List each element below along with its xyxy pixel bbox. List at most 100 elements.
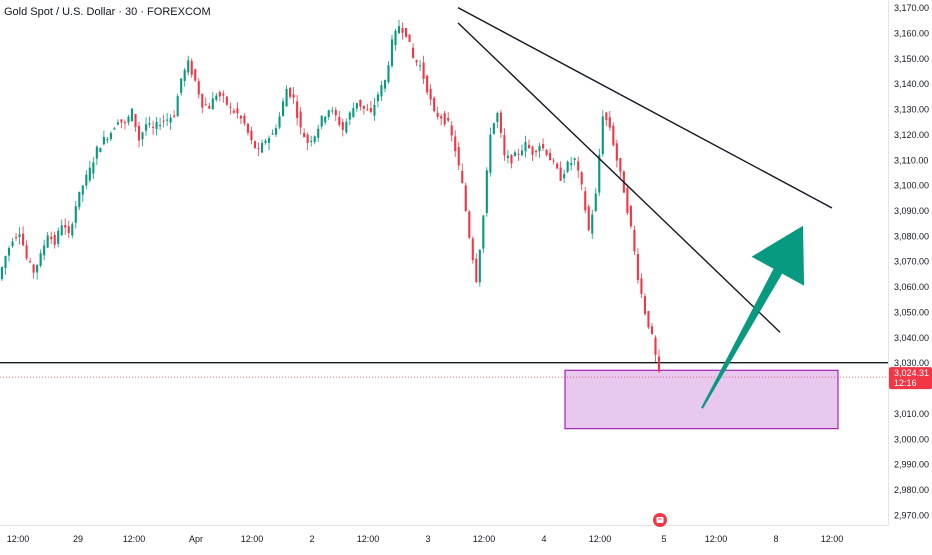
time-tick-label: 3 [425,534,430,544]
candle-body [313,136,316,142]
candle-body [260,143,264,153]
price-tick-label: 2,990.00 [894,460,929,470]
candle-body [503,135,506,156]
candle-body [7,247,11,256]
candle-body [99,148,102,153]
candle-body [468,211,471,238]
candle-body [412,47,415,58]
candle-body [130,108,134,122]
candle-body [598,154,601,193]
candle-body [296,101,299,118]
candle-body [271,133,274,135]
candle-body [450,125,453,136]
candle-body [60,225,63,236]
candle-body [14,237,18,239]
candle-body [369,108,372,112]
candle-body [116,122,119,125]
candle-body [496,112,499,122]
candle-body [239,115,242,119]
candle-body [619,158,622,172]
candle-body [499,112,502,133]
candle-body [278,116,281,128]
candle-body [650,326,654,334]
price-tick-label: 2,970.00 [894,510,929,520]
candle-body [36,264,39,273]
projection-arrow [701,225,805,409]
candle-body [85,174,88,186]
candle-body [190,60,193,75]
time-tick-label: 2 [309,534,314,544]
candle-body [29,261,32,263]
candle-body [324,116,327,123]
time-tick-label: 12:00 [589,534,612,544]
candle-body [559,167,562,181]
time-tick-label: Apr [189,534,203,544]
candle-body [345,121,348,133]
candle-body [566,161,569,172]
candle-body [376,94,379,102]
candle-body [274,128,278,135]
candle-body [92,162,95,174]
candle-body [433,97,436,112]
candle-body [524,141,527,152]
candle-body [64,224,67,228]
candle-body [640,278,643,294]
candle-body [144,124,148,131]
candle-body [570,162,573,165]
candle-body [25,245,28,259]
time-tick-label: 12:00 [123,534,146,544]
candle-body [436,112,439,117]
candle-body [471,238,474,260]
time-tick-label: 29 [73,534,83,544]
candle-body [549,152,552,161]
candle-body [46,235,49,248]
candle-body [243,115,246,124]
price-tick-label: 3,150.00 [894,54,929,64]
candle-body [78,191,81,208]
candle-body [141,132,144,140]
candle-body [282,101,285,117]
price-tick-label: 3,010.00 [894,409,929,419]
trendline-1 [457,6,833,209]
candle-body [527,144,531,149]
candle-body [123,122,127,124]
candle-body [580,172,583,185]
candle-body [538,146,541,152]
candle-body [67,226,70,234]
price-tick-label: 3,070.00 [894,257,929,267]
candle-body [222,93,225,96]
candle-body [654,337,657,355]
candle-body [506,155,509,159]
candle-body [545,149,548,156]
candle-body [657,356,661,372]
candle-body [464,185,467,211]
candle-body [461,170,464,183]
candle-body [419,65,422,67]
candle-body [531,146,534,155]
candle-body [285,88,288,107]
time-tick-label: 5 [661,534,666,544]
candle-body [605,112,608,121]
candle-body [53,234,56,245]
price-tick-label: 3,120.00 [894,130,929,140]
candle-body [4,256,7,269]
candle-body [552,160,555,162]
candle-body [204,104,207,106]
candle-body [317,128,320,138]
candle-body [50,236,53,240]
candle-body [443,113,446,125]
candle-body [215,95,218,100]
candle-body [292,94,295,98]
candle-body [43,245,46,256]
candle-body [148,123,151,125]
candle-body [383,80,387,89]
candle-body [401,28,404,33]
calendar-event-icon-page [656,517,664,523]
candle-body [253,141,257,148]
candle-body [341,122,344,130]
candle-body [482,215,485,249]
candle-body [106,139,109,141]
candle-body [573,158,576,161]
